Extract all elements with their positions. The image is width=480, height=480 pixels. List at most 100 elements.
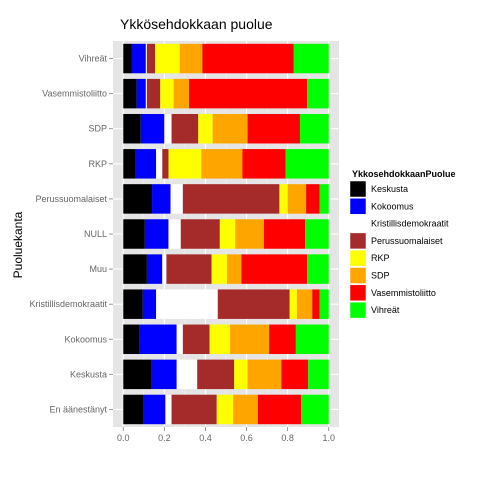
bar-segment bbox=[131, 43, 146, 74]
legend-swatch bbox=[349, 249, 367, 267]
legend-label: Kokoomus bbox=[371, 201, 414, 211]
bar-segment bbox=[285, 149, 329, 179]
chart-title: Ykkösehdokkaan puolue bbox=[120, 16, 273, 32]
bar-segment bbox=[146, 43, 156, 74]
bar-segment bbox=[176, 324, 183, 355]
y-axis-title: Puoluekanta bbox=[11, 211, 25, 278]
bar-segment bbox=[257, 394, 301, 425]
bar-segment bbox=[306, 184, 320, 214]
bar-segment bbox=[142, 289, 157, 319]
y-tick-label: Keskusta bbox=[70, 369, 107, 379]
bar-segment bbox=[209, 324, 231, 355]
bar-segment bbox=[211, 254, 228, 284]
bar-segment bbox=[160, 78, 174, 109]
bar-segment bbox=[123, 219, 145, 249]
bar-segment bbox=[123, 43, 132, 74]
bar-segment bbox=[307, 78, 329, 109]
bar-segment bbox=[198, 113, 213, 144]
y-tick-label: Kokoomus bbox=[64, 334, 107, 344]
bar-segment bbox=[247, 113, 300, 144]
y-tick-label: RKP bbox=[88, 159, 107, 169]
y-tick-label: En äänestänyt bbox=[49, 404, 107, 414]
bar-segment bbox=[123, 113, 141, 144]
bar-segment bbox=[136, 78, 146, 109]
bar-segment bbox=[123, 289, 143, 319]
legend-swatch bbox=[349, 198, 367, 215]
bar-segment bbox=[182, 184, 280, 214]
legend-swatch bbox=[349, 284, 367, 302]
bar-segment bbox=[300, 394, 329, 425]
legend-swatch bbox=[349, 267, 367, 284]
bar-segment bbox=[308, 359, 329, 390]
bar-segment bbox=[143, 394, 166, 425]
x-tick-label: 0.4 bbox=[199, 433, 212, 443]
bar-segment bbox=[171, 113, 199, 144]
bar-segment bbox=[140, 113, 165, 144]
bar-segment bbox=[241, 254, 308, 284]
bar-segment bbox=[296, 289, 313, 319]
bar-segment bbox=[293, 43, 329, 74]
bar-segment bbox=[139, 324, 177, 355]
bar-segment bbox=[289, 289, 297, 319]
bar-segment bbox=[162, 149, 169, 179]
bar-segment bbox=[197, 359, 235, 390]
bar-segment bbox=[123, 78, 137, 109]
bar-segment bbox=[307, 254, 329, 284]
bar-segment bbox=[164, 113, 172, 144]
bar-segment bbox=[168, 219, 181, 249]
legend-label: Vihreät bbox=[371, 305, 400, 315]
bar-segment bbox=[123, 324, 140, 355]
y-tick-label: Perussuomalaiset bbox=[35, 194, 107, 204]
legend: YkkosehdokkaanPuolue Keskusta Kokoomus Kri… bbox=[349, 169, 456, 319]
y-tick-label: NULL bbox=[84, 229, 107, 239]
bar-segment bbox=[319, 184, 329, 214]
bar-segment bbox=[235, 219, 265, 249]
bar-segment bbox=[156, 289, 218, 319]
legend-label: RKP bbox=[371, 253, 390, 263]
bar-segment bbox=[123, 254, 147, 284]
bars bbox=[123, 43, 329, 425]
x-tick-label: 0.2 bbox=[158, 433, 171, 443]
bar-segment bbox=[217, 289, 290, 319]
legend-label: Perussuomalaiset bbox=[371, 236, 443, 246]
bar-segment bbox=[155, 43, 180, 74]
bar-segment bbox=[230, 324, 270, 355]
bar-segment bbox=[179, 43, 203, 74]
bar-segment bbox=[234, 359, 248, 390]
bar-segment bbox=[279, 184, 288, 214]
bar-segment bbox=[287, 184, 307, 214]
bar-segment bbox=[146, 254, 163, 284]
bar-segment bbox=[216, 394, 234, 425]
x-tick-label: 0.8 bbox=[281, 433, 294, 443]
bar-segment bbox=[305, 219, 329, 249]
x-tick-label: 1.0 bbox=[322, 433, 335, 443]
bar-segment bbox=[295, 324, 329, 355]
bar-segment bbox=[299, 113, 329, 144]
y-tick-label: Vihreät bbox=[79, 54, 108, 64]
legend-label: Vasemmistoliitto bbox=[371, 288, 436, 298]
bar-segment bbox=[145, 78, 147, 109]
bar-segment bbox=[145, 43, 147, 74]
y-tick-label: Muu bbox=[89, 264, 107, 274]
legend-swatch bbox=[349, 180, 367, 198]
bar-segment bbox=[170, 184, 183, 214]
bar-segment bbox=[269, 324, 296, 355]
y-tick-labels: Vihreät Vasemmistoliitto SDP RKP Perussuomal… bbox=[29, 54, 113, 414]
bar-segment bbox=[123, 149, 136, 179]
x-tick-labels: 0.0 0.2 0.4 0.6 0.8 1.0 bbox=[117, 427, 335, 443]
bar-segment bbox=[166, 254, 212, 284]
y-tick-label: Vasemmistoliitto bbox=[42, 89, 107, 99]
bar-segment bbox=[227, 254, 242, 284]
legend-label: Kristillisdemokraatit bbox=[371, 219, 449, 229]
bar-segment bbox=[156, 149, 163, 179]
bar-segment bbox=[151, 359, 177, 390]
legend-label: Keskusta bbox=[371, 184, 408, 194]
x-tick-label: 0.0 bbox=[117, 433, 130, 443]
legend-swatch bbox=[349, 301, 367, 319]
bar-segment bbox=[152, 184, 171, 214]
bar-segment bbox=[281, 359, 309, 390]
y-tick-label: Kristillisdemokraatit bbox=[29, 299, 107, 309]
bar-segment bbox=[146, 78, 161, 109]
bar-segment bbox=[233, 394, 258, 425]
bar-segment bbox=[144, 219, 169, 249]
